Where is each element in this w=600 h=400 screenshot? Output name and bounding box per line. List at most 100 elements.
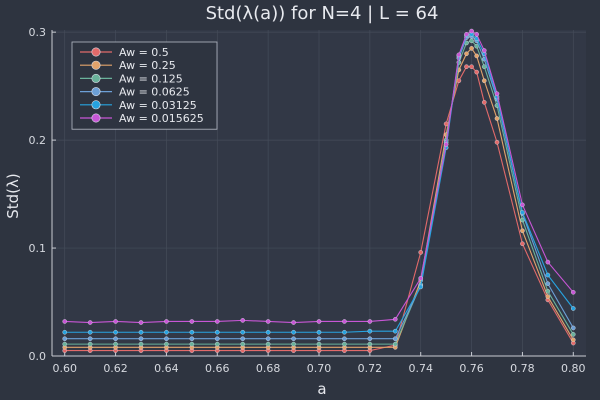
- data-point: [469, 46, 474, 51]
- legend-marker: [91, 87, 101, 97]
- data-point: [481, 100, 487, 105]
- data-point: [367, 341, 373, 347]
- data-point: [316, 329, 322, 335]
- data-point: [164, 329, 169, 335]
- data-point: [469, 38, 474, 44]
- data-point: [418, 284, 424, 290]
- data-point: [189, 336, 195, 342]
- data-point: [545, 272, 551, 278]
- data-point: [469, 28, 474, 34]
- data-point: [164, 336, 169, 342]
- x-tick-label: 0.80: [561, 362, 586, 375]
- data-point: [113, 341, 118, 347]
- data-point: [464, 32, 469, 37]
- legend-label: Aw = 0.03125: [119, 99, 197, 112]
- data-point: [392, 336, 398, 342]
- data-point: [418, 250, 424, 255]
- data-point: [570, 337, 576, 343]
- data-point: [240, 336, 246, 342]
- data-point: [291, 341, 296, 347]
- data-point: [474, 53, 479, 59]
- x-tick-label: 0.72: [358, 362, 383, 375]
- data-point: [481, 78, 487, 84]
- data-point: [545, 281, 551, 286]
- data-point: [520, 228, 525, 234]
- data-point: [443, 142, 449, 147]
- data-point: [392, 316, 398, 322]
- data-point: [113, 319, 118, 324]
- data-point: [291, 329, 296, 335]
- data-point: [62, 341, 68, 347]
- x-tick-label: 0.76: [459, 362, 484, 375]
- legend-marker: [91, 60, 101, 70]
- data-point: [138, 329, 144, 335]
- data-point: [62, 319, 68, 324]
- data-point: [240, 329, 246, 335]
- data-point: [214, 319, 220, 324]
- data-point: [545, 259, 551, 265]
- x-tick-label: 0.62: [103, 362, 128, 375]
- y-tick-label: 0.1: [29, 242, 47, 255]
- data-point: [367, 336, 373, 342]
- data-point: [520, 241, 525, 247]
- data-point: [87, 320, 93, 325]
- data-point: [481, 48, 487, 53]
- x-tick-label: 0.60: [52, 362, 77, 375]
- data-point: [392, 341, 398, 347]
- data-point: [240, 341, 246, 347]
- data-point: [214, 329, 220, 335]
- data-point: [240, 318, 246, 323]
- data-point: [418, 275, 424, 281]
- data-point: [469, 64, 474, 70]
- data-point: [494, 91, 500, 96]
- legend-label: Aw = 0.5: [119, 46, 169, 59]
- data-point: [570, 332, 576, 337]
- data-point: [138, 341, 144, 347]
- data-point: [474, 69, 479, 75]
- data-point: [138, 320, 144, 325]
- data-point: [164, 319, 169, 324]
- data-point: [291, 320, 296, 325]
- data-point: [291, 336, 296, 342]
- data-point: [494, 116, 500, 121]
- y-tick-label: 0.3: [29, 26, 47, 39]
- legend-label: Aw = 0.015625: [119, 112, 204, 125]
- data-point: [214, 341, 220, 347]
- legend-label: Aw = 0.25: [119, 59, 176, 72]
- data-point: [342, 319, 347, 324]
- data-point: [342, 336, 347, 342]
- data-point: [316, 319, 322, 324]
- legend-marker: [91, 100, 101, 110]
- data-point: [164, 341, 169, 347]
- data-point: [265, 341, 271, 347]
- data-point: [520, 210, 525, 215]
- data-point: [367, 319, 373, 324]
- data-point: [464, 64, 469, 70]
- data-point: [570, 290, 576, 295]
- data-point: [189, 341, 195, 347]
- data-point: [570, 306, 576, 311]
- data-point: [265, 319, 271, 324]
- plot-area: 0.60 0.62 0.64 0.66 0.68 0.70 0.72 0.74 0.76 0.78…: [29, 26, 586, 375]
- data-point: [62, 329, 68, 335]
- legend-marker: [91, 113, 101, 123]
- data-point: [456, 52, 462, 58]
- data-point: [265, 336, 271, 342]
- x-axis-label: a: [317, 380, 326, 398]
- legend-label: Aw = 0.0625: [119, 86, 190, 99]
- data-point: [342, 329, 347, 335]
- series-group: [62, 28, 576, 325]
- data-point: [392, 328, 398, 334]
- data-point: [87, 341, 93, 347]
- x-tick-label: 0.64: [154, 362, 179, 375]
- legend-marker: [91, 47, 101, 57]
- data-point: [87, 329, 93, 335]
- chart-title: Std(λ(a)) for N=4 | L = 64: [206, 3, 439, 24]
- data-point: [367, 328, 373, 334]
- data-point: [474, 32, 479, 37]
- x-tick-label: 0.66: [205, 362, 230, 375]
- data-point: [113, 336, 118, 342]
